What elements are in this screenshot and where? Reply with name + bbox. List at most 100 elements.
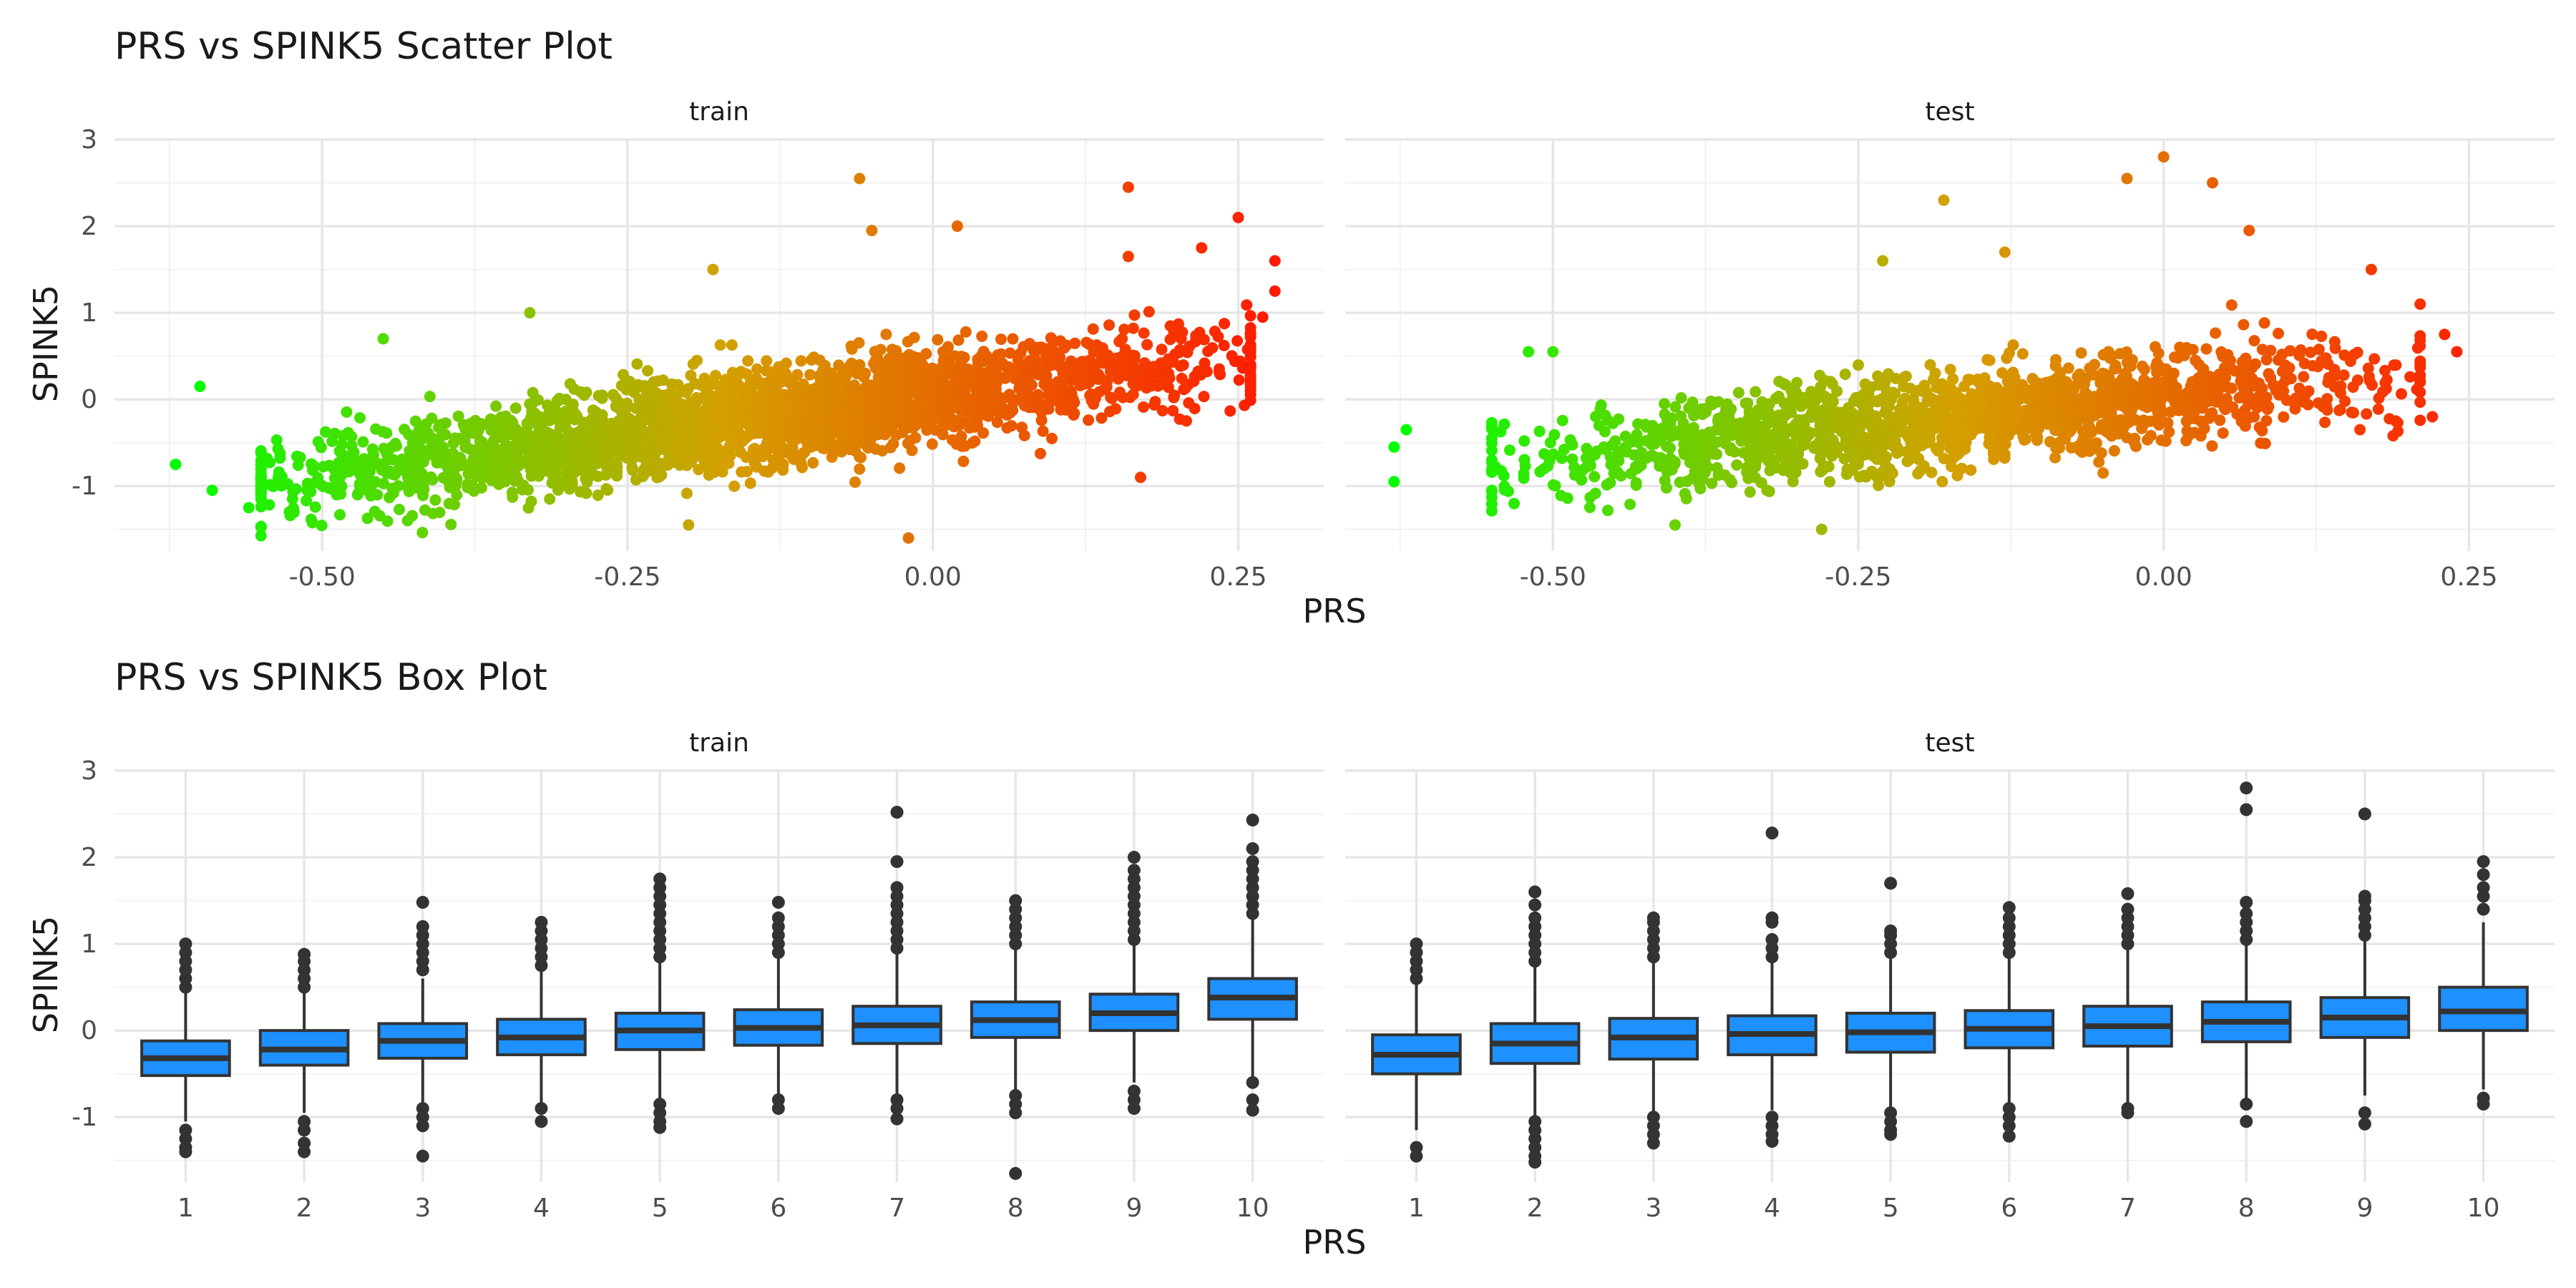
scatter-strip-train: train: [689, 97, 749, 127]
scatter-point: [1669, 519, 1681, 531]
y-tick-label: 2: [81, 212, 97, 241]
y-tick-label: 3: [81, 756, 97, 786]
scatter-point: [525, 495, 537, 507]
scatter-point: [1791, 376, 1803, 389]
scatter-point: [255, 472, 267, 484]
scatter-point: [1127, 322, 1139, 334]
scatter-point: [346, 431, 358, 443]
scatter-point: [1138, 327, 1150, 339]
scatter-point: [1198, 391, 1210, 403]
scatter-point: [874, 343, 887, 356]
scatter-point: [611, 461, 623, 473]
scatter-point: [1797, 458, 1809, 470]
scatter-point: [2302, 399, 2314, 411]
box-3: [377, 896, 469, 1163]
scatter-point: [1660, 482, 1672, 494]
y-tick-label: 1: [81, 298, 97, 328]
scatter-point: [1232, 211, 1244, 223]
scatter-point: [807, 457, 819, 469]
scatter-point: [880, 328, 892, 341]
scatter-point: [387, 454, 399, 466]
scatter-point: [255, 530, 267, 542]
x-tick-label: 8: [2238, 1194, 2255, 1223]
scatter-point: [1485, 498, 1498, 510]
scatter-point: [751, 363, 763, 375]
outlier-point: [1765, 933, 1779, 947]
x-tick-label: 4: [533, 1194, 550, 1223]
scatter-point: [642, 365, 654, 377]
scatter-point: [336, 439, 348, 451]
scatter-point: [621, 397, 633, 409]
scatter-point: [1669, 456, 1681, 468]
outlier-point: [1884, 1128, 1898, 1141]
scatter-point: [452, 410, 464, 422]
scatter-point: [2157, 151, 2170, 163]
scatter-point: [290, 483, 302, 495]
scatter-point: [1498, 469, 1510, 482]
scatter-point: [1141, 338, 1153, 351]
scatter-point: [2163, 426, 2175, 438]
outlier-point: [890, 855, 904, 869]
outlier-point: [298, 1123, 311, 1137]
scatter-point: [780, 369, 792, 381]
scatter-point: [707, 263, 719, 275]
scatter-point: [2256, 424, 2268, 436]
scatter-point: [2414, 298, 2426, 310]
x-tick-label: 4: [1764, 1194, 1780, 1223]
x-tick-label: 0.25: [2440, 562, 2497, 592]
scatter-point: [742, 355, 754, 367]
outlier-point: [2477, 881, 2490, 894]
scatter-point: [691, 354, 703, 366]
scatter-point: [1143, 306, 1155, 318]
outlier-point: [1528, 911, 1542, 924]
scatter-point: [1533, 425, 1546, 437]
scatter-point: [255, 520, 267, 532]
scatter-point: [1831, 385, 1843, 397]
scatter-point: [855, 452, 867, 464]
outlier-point: [1127, 864, 1141, 877]
scatter-point: [2214, 414, 2226, 426]
outlier-point: [1410, 1149, 1423, 1163]
scatter-point: [942, 341, 954, 353]
scatter-point: [2050, 353, 2062, 366]
scatter-point: [960, 326, 972, 338]
scatter-point: [580, 487, 592, 499]
outlier-point: [535, 1102, 548, 1116]
box-x-axis-label: PRS: [1303, 1223, 1367, 1262]
scatter-point: [263, 499, 275, 511]
scatter-point: [1025, 379, 1038, 391]
scatter-point: [711, 442, 723, 454]
scatter-point: [596, 389, 608, 401]
scatter-point: [1196, 242, 1208, 254]
scatter-point: [1589, 471, 1601, 483]
scatter-point: [2372, 403, 2384, 415]
scatter-point: [2351, 374, 2363, 386]
scatter-point: [392, 480, 404, 492]
scatter-point: [1732, 386, 1745, 399]
scatter-point: [567, 399, 579, 411]
scatter-point: [1615, 470, 1627, 482]
scatter-point: [2414, 340, 2426, 352]
scatter-point: [920, 348, 932, 360]
scatter-point: [2075, 347, 2087, 359]
scatter-point: [1037, 425, 1049, 437]
scatter-point: [1241, 299, 1253, 311]
x-tick-label: 3: [414, 1194, 431, 1223]
outlier-point: [771, 896, 785, 909]
scatter-point: [1984, 354, 1996, 366]
outlier-point: [535, 915, 548, 929]
scatter-point: [2368, 353, 2381, 365]
scatter-point: [780, 357, 792, 369]
box-5: [614, 872, 706, 1134]
scatter-point: [1886, 467, 1898, 479]
scatter-point: [2138, 364, 2150, 376]
outlier-point: [416, 896, 429, 909]
scatter-point: [2206, 440, 2218, 452]
box-3: [1608, 911, 1699, 1150]
scatter-point: [2414, 369, 2426, 381]
scatter-point: [1827, 396, 1839, 408]
scatter-point: [728, 480, 741, 492]
scatter-point: [2263, 401, 2275, 413]
scatter-point: [451, 489, 463, 501]
outlier-point: [2240, 1098, 2253, 1111]
